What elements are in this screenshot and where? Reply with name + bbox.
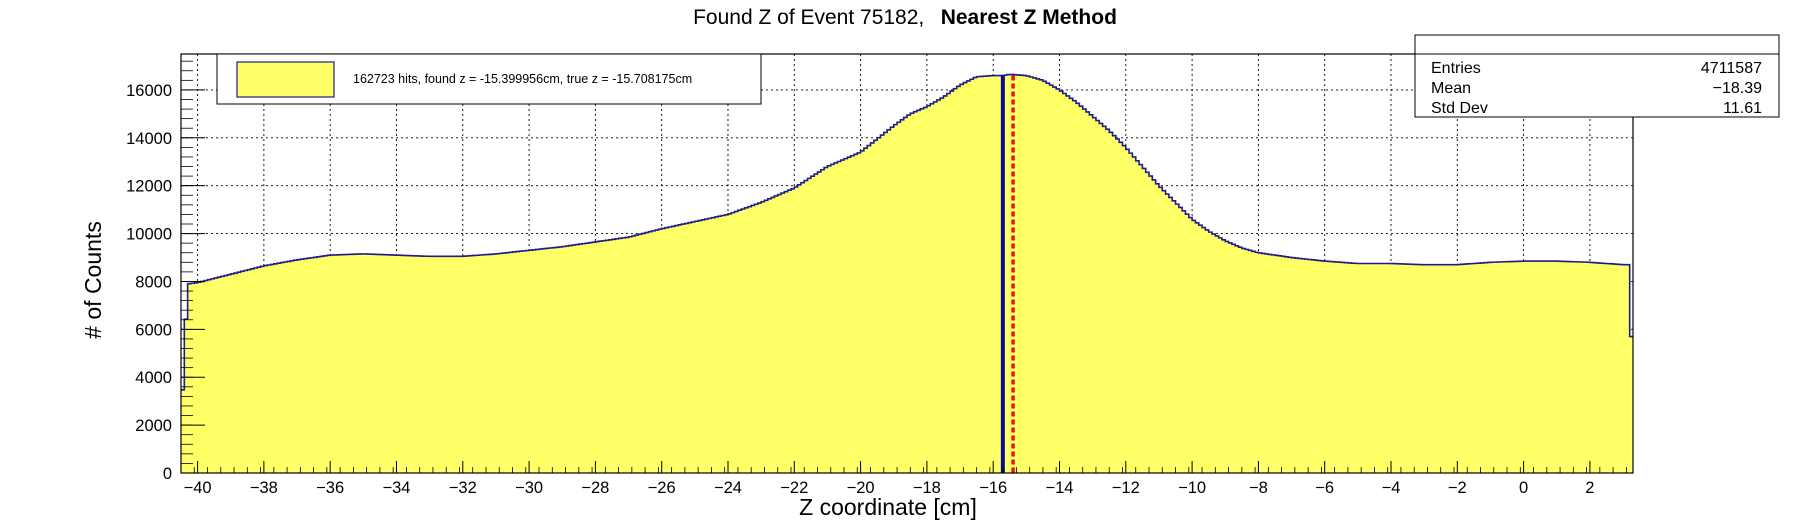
x-tick-label: −20 [847,479,875,497]
x-tick-label: −38 [250,479,278,497]
x-tick-label: −32 [449,479,477,497]
x-tick-label: −22 [780,479,808,497]
y-tick-label: 4000 [135,369,172,387]
y-tick-label: 6000 [135,321,172,339]
x-tick-label: −36 [316,479,344,497]
y-axis-label: # of Counts [80,221,106,339]
legend-swatch [236,61,335,98]
x-tick-label: −34 [382,479,410,497]
x-tick-label: −12 [1112,479,1140,497]
histogram-outline [181,73,1633,391]
stats-label-stddev: Std Dev [1431,100,1488,117]
stats-box-frame [1414,34,1780,118]
x-axis-label: Z coordinate [cm] [799,494,977,520]
x-tick-label: −30 [515,479,543,497]
legend: 162723 hits, found z = -15.399956cm, tru… [216,53,762,105]
x-tick-label: −10 [1178,479,1206,497]
stats-value-mean: −18.39 [1713,80,1762,97]
x-tick-label: −18 [913,479,941,497]
stats-label-entries: Entries [1431,60,1481,77]
y-axis-ticks: 0 2000 4000 6000 8000 10000 12000 14000 16000 [126,60,205,483]
y-tick-label: 14000 [126,130,172,148]
y-tick-label: 0 [163,465,172,483]
histogram-fill [181,74,1633,473]
plot-frame [180,53,1634,474]
y-tick-label: 2000 [135,417,172,435]
y-tick-label: 10000 [126,226,172,244]
stats-box: Entries 4711587 Mean −18.39 Std Dev 11.6… [1414,34,1780,118]
x-tick-label: −2 [1448,479,1467,497]
chart-title: Found Z of Event 75182, Nearest Z Method [693,6,1117,29]
title-method: Nearest Z Method [941,6,1117,29]
stats-label-mean: Mean [1431,80,1471,97]
x-tick-label: −26 [648,479,676,497]
x-axis-ticks: −40 −38 −36 −34 −32 −30 −28 −26 −24 −22 −20 −18 −16−… [180,461,1627,497]
title-main: Found Z of Event 75182, [693,6,924,29]
x-tick-label: −28 [581,479,609,497]
x-tick-label: −6 [1315,479,1334,497]
stats-value-stddev: 11.61 [1723,100,1762,117]
x-tick-label: −24 [714,479,742,497]
y-tick-label: 8000 [135,273,172,291]
stats-value-entries: 4711587 [1701,60,1762,77]
x-tick-label: −4 [1382,479,1401,497]
legend-entry: 162723 hits, found z = -15.399956cm, tru… [353,72,692,86]
x-tick-label: −14 [1045,479,1073,497]
x-tick-label: 0 [1519,479,1528,497]
x-tick-label: −40 [184,479,212,497]
x-tick-label: −8 [1249,479,1268,497]
x-tick-label: −16 [979,479,1007,497]
y-tick-label: 12000 [126,178,172,196]
y-tick-label: 16000 [126,82,172,100]
x-tick-label: 2 [1585,479,1594,497]
